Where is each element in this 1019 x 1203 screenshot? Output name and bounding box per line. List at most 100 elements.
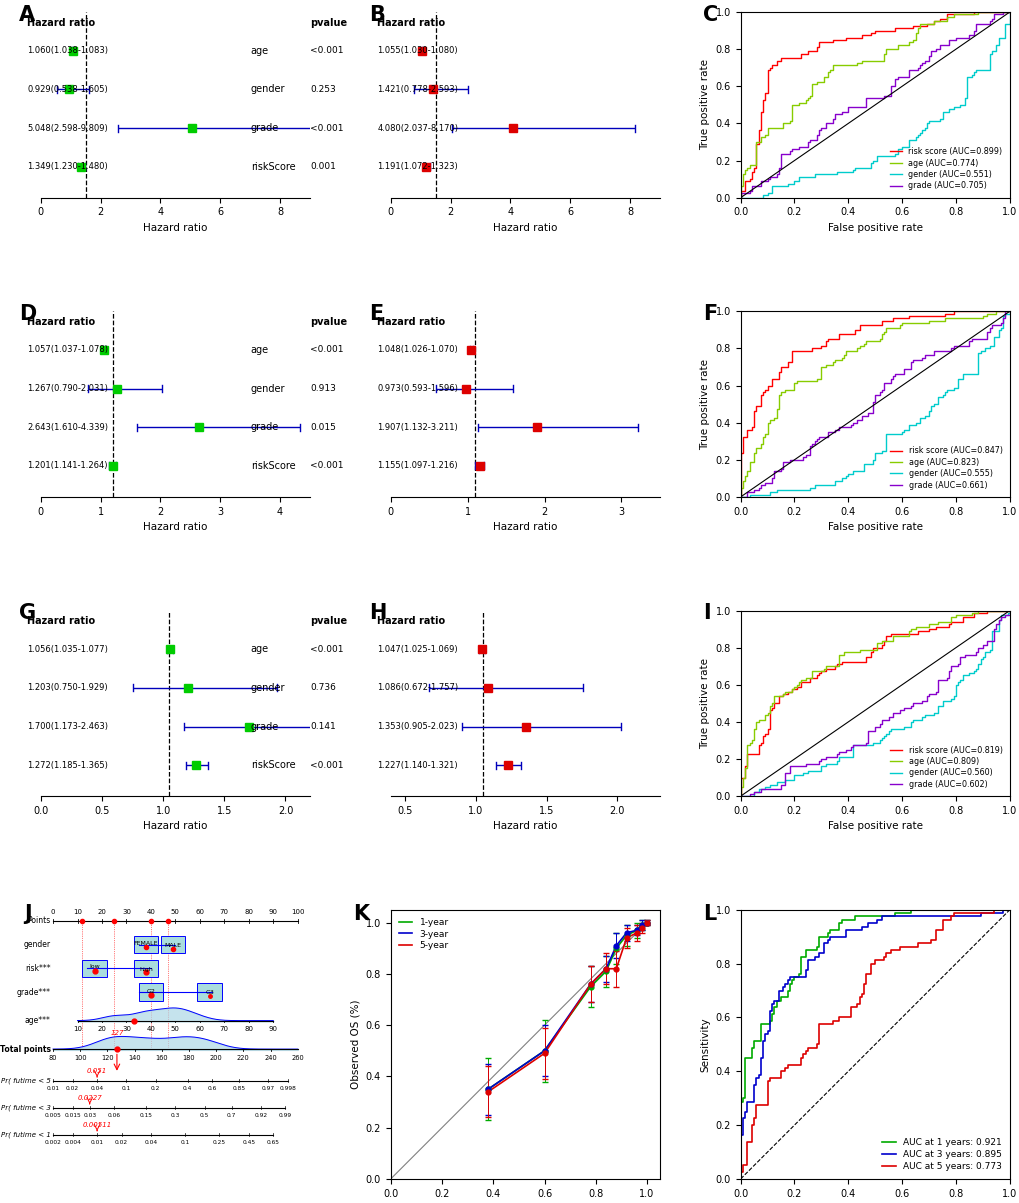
Text: J: J [24, 905, 33, 924]
Text: 4.080(2.037-8.170): 4.080(2.037-8.170) [377, 124, 458, 132]
Text: <0.001: <0.001 [310, 124, 343, 132]
FancyBboxPatch shape [133, 960, 158, 977]
Text: B: B [369, 5, 385, 24]
Text: 0.998: 0.998 [279, 1086, 297, 1091]
Legend: risk score (AUC=0.819), age (AUC=0.809), gender (AUC=0.560), grade (AUC=0.602): risk score (AUC=0.819), age (AUC=0.809),… [886, 742, 1005, 792]
Text: 1.203(0.750-1.929): 1.203(0.750-1.929) [28, 683, 108, 693]
Text: 70: 70 [220, 1026, 228, 1032]
Text: 100: 100 [73, 1055, 87, 1061]
Text: 1.421(0.778-2.593): 1.421(0.778-2.593) [377, 85, 458, 94]
Text: 1.060(1.038-1.083): 1.060(1.038-1.083) [28, 46, 108, 55]
Text: Hazard ratio: Hazard ratio [377, 18, 445, 28]
1-year [635, 918, 647, 932]
X-axis label: False positive rate: False positive rate [826, 522, 922, 532]
3-year [609, 938, 622, 953]
Text: riskScore: riskScore [251, 461, 296, 472]
Text: age***: age*** [24, 1017, 51, 1025]
Text: 80: 80 [245, 1026, 253, 1032]
FancyBboxPatch shape [161, 936, 185, 953]
Text: 0.973(0.593-1.596): 0.973(0.593-1.596) [377, 384, 458, 393]
Text: 1.155(1.097-1.216): 1.155(1.097-1.216) [377, 462, 458, 470]
Text: 0.02: 0.02 [66, 1086, 79, 1091]
Text: Pr( futime < 5: Pr( futime < 5 [1, 1078, 51, 1084]
Text: 1.700(1.173-2.463): 1.700(1.173-2.463) [28, 722, 108, 731]
FancyBboxPatch shape [198, 983, 222, 1001]
1-year [620, 929, 632, 943]
Text: F: F [702, 304, 716, 324]
X-axis label: Hazard ratio: Hazard ratio [143, 822, 208, 831]
3-year [482, 1081, 494, 1096]
Text: low: low [90, 965, 100, 970]
Text: 1.048(1.026-1.070): 1.048(1.026-1.070) [377, 345, 458, 355]
Text: Hazard ratio: Hazard ratio [28, 616, 96, 627]
Text: age: age [251, 46, 269, 55]
Text: 0.929(0.538-1.605): 0.929(0.538-1.605) [28, 85, 108, 94]
Text: 0.00511: 0.00511 [83, 1121, 112, 1127]
5-year [640, 915, 652, 930]
Text: 160: 160 [155, 1055, 168, 1061]
Text: 0.4: 0.4 [182, 1086, 193, 1091]
FancyBboxPatch shape [133, 936, 158, 953]
Text: C: C [702, 5, 717, 24]
Text: G: G [19, 603, 37, 623]
Text: grade: grade [251, 722, 279, 731]
Y-axis label: True positive rate: True positive rate [699, 658, 709, 748]
3-year [640, 915, 652, 930]
Text: Hazard ratio: Hazard ratio [28, 18, 96, 28]
5-year [635, 920, 647, 935]
3-year [584, 977, 596, 991]
Text: Hazard ratio: Hazard ratio [28, 318, 96, 327]
Text: 1.267(0.790-2.031): 1.267(0.790-2.031) [28, 384, 108, 393]
X-axis label: Hazard ratio: Hazard ratio [143, 522, 208, 532]
Text: grade: grade [251, 422, 279, 432]
Text: 0.15: 0.15 [140, 1113, 153, 1119]
Text: 127: 127 [110, 1030, 123, 1036]
Text: 10: 10 [73, 1026, 82, 1032]
3-year [538, 1043, 550, 1057]
5-year [584, 977, 596, 991]
Text: 0.04: 0.04 [91, 1086, 104, 1091]
Text: <0.001: <0.001 [310, 46, 343, 55]
Text: 1.055(1.030-1.080): 1.055(1.030-1.080) [377, 46, 458, 55]
Text: 0.01: 0.01 [47, 1086, 59, 1091]
Text: 240: 240 [264, 1055, 276, 1061]
Text: 0.0227: 0.0227 [77, 1095, 102, 1101]
Text: 0.97: 0.97 [262, 1086, 275, 1091]
Text: 50: 50 [171, 1026, 179, 1032]
Text: 0: 0 [51, 909, 55, 915]
Text: 0.002: 0.002 [45, 1140, 61, 1145]
Y-axis label: Sensitivity: Sensitivity [699, 1017, 709, 1072]
Text: 0.6: 0.6 [207, 1086, 216, 1091]
1-year [482, 1081, 494, 1096]
Text: <0.001: <0.001 [310, 345, 343, 355]
Text: 0.85: 0.85 [232, 1086, 246, 1091]
Text: riskScore: riskScore [251, 760, 296, 770]
Text: 1.907(1.132-3.211): 1.907(1.132-3.211) [377, 422, 458, 432]
Text: 0.01: 0.01 [91, 1140, 104, 1145]
1-year [609, 941, 622, 955]
Text: 1.201(1.141-1.264): 1.201(1.141-1.264) [28, 462, 108, 470]
Text: 0.92: 0.92 [254, 1113, 267, 1119]
Text: 0.99: 0.99 [278, 1113, 291, 1119]
Text: 0.04: 0.04 [145, 1140, 157, 1145]
Text: gender: gender [251, 683, 285, 693]
X-axis label: False positive rate: False positive rate [826, 223, 922, 233]
Text: Pr( futime < 3: Pr( futime < 3 [1, 1104, 51, 1112]
1-year [599, 964, 611, 978]
5-year [538, 1047, 550, 1061]
Text: 0.051: 0.051 [87, 1068, 107, 1074]
Line: 1-year: 1-year [488, 923, 646, 1089]
Text: 0.25: 0.25 [213, 1140, 226, 1145]
Text: Total points: Total points [0, 1044, 51, 1054]
Text: 70: 70 [220, 909, 228, 915]
Text: 0.7: 0.7 [227, 1113, 236, 1119]
Text: 1.353(0.905-2.023): 1.353(0.905-2.023) [377, 722, 458, 731]
Text: 0.2: 0.2 [151, 1086, 160, 1091]
Text: 1.227(1.140-1.321): 1.227(1.140-1.321) [377, 760, 458, 770]
Text: FEMALE: FEMALE [133, 941, 158, 946]
Text: 0.65: 0.65 [267, 1140, 279, 1145]
Text: 200: 200 [210, 1055, 222, 1061]
Text: 1.086(0.672-1.757): 1.086(0.672-1.757) [377, 683, 458, 693]
Text: 180: 180 [182, 1055, 195, 1061]
Text: age: age [251, 644, 269, 654]
